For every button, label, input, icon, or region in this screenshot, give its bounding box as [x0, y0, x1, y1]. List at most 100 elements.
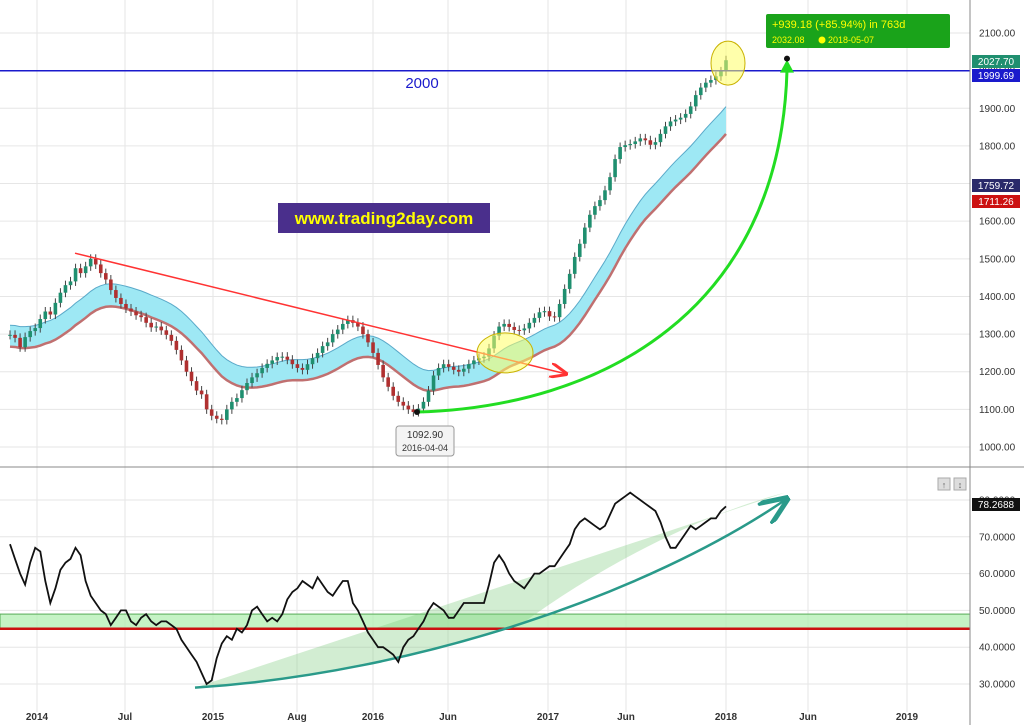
candle-body: [653, 142, 658, 145]
candle-body: [572, 256, 577, 274]
candle-body: [58, 292, 63, 303]
candle-body: [451, 366, 456, 370]
candle-body: [613, 159, 617, 178]
candle-body: [159, 326, 164, 331]
rsi-line: [9, 491, 727, 686]
candle-body: [557, 303, 562, 318]
x-tick-label: 2018: [715, 712, 738, 723]
candle-body: [366, 334, 370, 343]
band-lower-badge: 1711.26: [972, 195, 1020, 208]
candle-body: [401, 401, 406, 406]
candle-body: [562, 288, 567, 304]
candle-body: [265, 363, 269, 368]
candle-body: [346, 320, 350, 324]
candle-body: [194, 381, 199, 391]
svg-text:www.trading2day.com: www.trading2day.com: [294, 209, 474, 228]
x-tick-label: Jun: [439, 712, 457, 723]
measure-date: 2018-05-07: [828, 35, 874, 45]
rsi-tick-label: 70.0000: [979, 532, 1016, 543]
rsi-tick-label: 40.0000: [979, 643, 1016, 654]
candle-body: [8, 334, 12, 336]
candle-body: [149, 322, 153, 328]
candle-body: [658, 133, 663, 143]
breakout-circle: [476, 332, 534, 374]
panel-control-up-icon[interactable]: ↑: [937, 477, 951, 491]
growth-arrow: [416, 70, 789, 414]
candle-body: [335, 329, 340, 335]
hline-badge: 1999.69: [972, 69, 1020, 82]
candle-body: [320, 346, 325, 353]
price-tick-label: 1600.00: [979, 217, 1016, 228]
candle-body: [134, 311, 138, 316]
candle-body: [245, 383, 249, 391]
candle-body: [648, 140, 653, 145]
candle-body: [467, 364, 471, 369]
x-tick-label: 2015: [202, 712, 225, 723]
candle-body: [129, 308, 133, 312]
candle-body: [688, 106, 693, 114]
candle-body: [527, 322, 532, 329]
candle-body: [709, 80, 713, 83]
price-last-badge: 2027.70: [972, 55, 1020, 68]
price-annotations: [0, 40, 970, 416]
candle-body: [235, 398, 239, 402]
candle-body: [325, 342, 330, 347]
x-tick-label: 2017: [537, 712, 560, 723]
candle-body: [577, 243, 582, 257]
svg-text:1711.26: 1711.26: [978, 197, 1014, 208]
candle-body: [48, 311, 53, 315]
candle-body: [179, 349, 184, 361]
candle-body: [23, 337, 27, 348]
candle-body: [678, 117, 683, 120]
candle-body: [124, 303, 128, 309]
candle-body: [386, 377, 390, 387]
candle-body: [698, 87, 703, 96]
candle-body: [542, 311, 547, 313]
candle-body: [436, 367, 441, 376]
measure-value: 2032.08: [772, 35, 805, 45]
candle-body: [260, 367, 264, 374]
high-marker: [784, 55, 790, 62]
candle-body: [532, 317, 537, 323]
candle-body: [285, 356, 290, 360]
candle-body: [593, 206, 597, 215]
candle-body: [73, 268, 78, 282]
candle-body: [522, 328, 527, 331]
candle-body: [643, 138, 648, 141]
panel-control-down-icon[interactable]: ↕: [953, 477, 967, 491]
candle-body: [214, 415, 219, 419]
candle-body: [340, 323, 345, 330]
candle-body: [512, 326, 517, 330]
candle-body: [250, 377, 254, 384]
candle-body: [270, 360, 274, 364]
candle-body: [240, 390, 244, 399]
candle-body: [189, 371, 194, 382]
candle-body: [174, 340, 179, 350]
x-tick-label: Jul: [118, 712, 133, 723]
low-date: 2016-04-04: [402, 443, 448, 453]
candle-body: [169, 334, 174, 341]
candle-body: [704, 82, 708, 88]
candle-body: [356, 322, 360, 327]
candle-body: [88, 258, 93, 267]
svg-text:2027.70: 2027.70: [978, 57, 1015, 68]
measure-change: +939.18 (+85.94%) in 763d: [772, 19, 905, 31]
candle-body: [43, 311, 48, 320]
candle-body: [517, 329, 522, 331]
candle-body: [668, 121, 673, 127]
candle-body: [83, 266, 88, 274]
price-tick-label: 1200.00: [979, 367, 1016, 378]
rsi-tick-label: 60.0000: [979, 569, 1016, 580]
candle-body: [68, 281, 73, 286]
price-tick-label: 1800.00: [979, 141, 1016, 152]
candle-body: [537, 312, 542, 318]
candle-body: [13, 334, 17, 338]
candle-body: [315, 352, 320, 359]
candle-body: [583, 227, 587, 244]
candle-body: [391, 386, 396, 396]
candle-body: [18, 337, 22, 348]
candle-body: [456, 369, 461, 372]
candle-body: [280, 356, 285, 358]
candle-body: [628, 144, 632, 146]
candle-body: [28, 331, 32, 338]
